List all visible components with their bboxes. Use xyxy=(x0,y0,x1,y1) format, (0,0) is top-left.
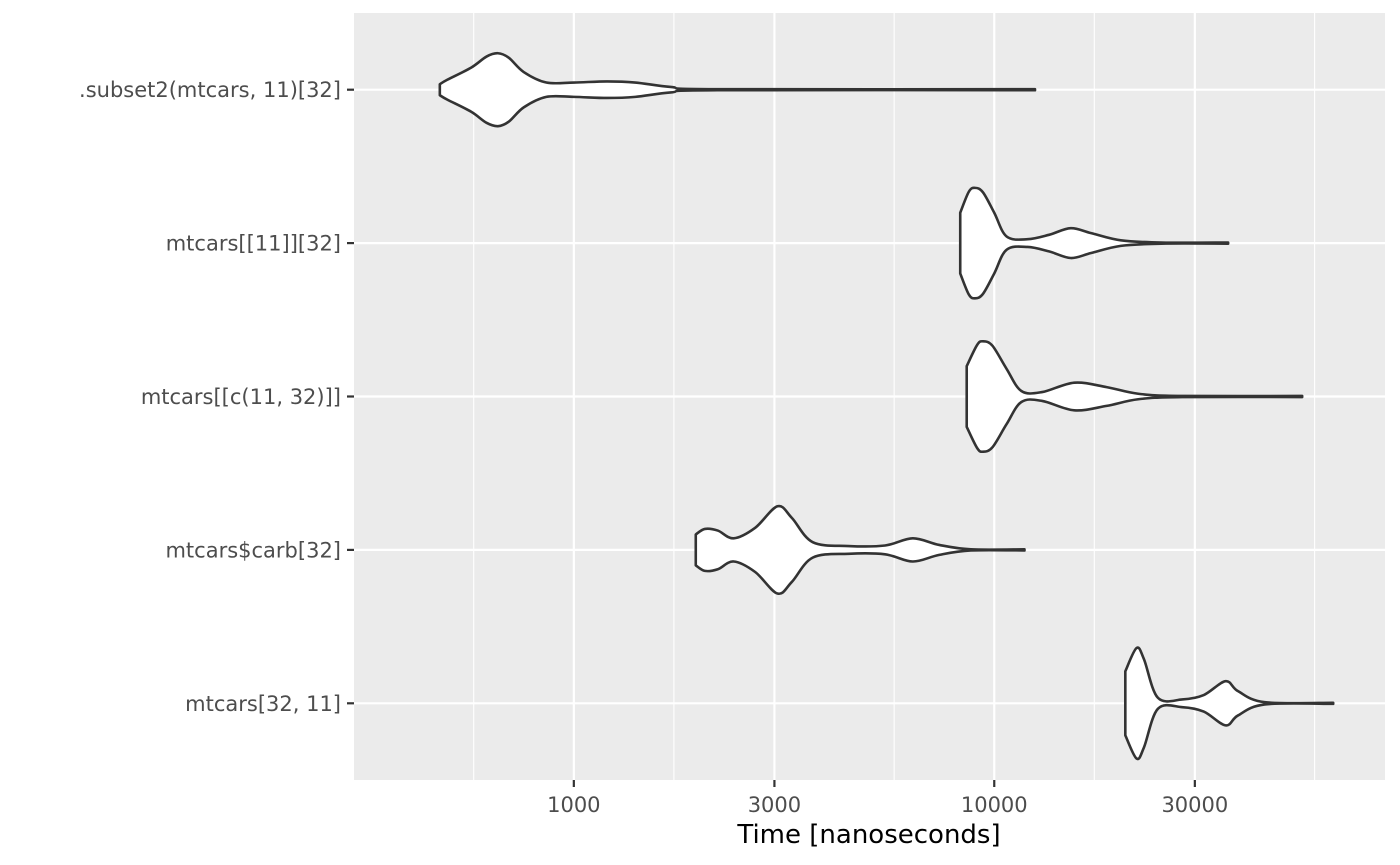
x-tick-label: 10000 xyxy=(961,793,1028,817)
violin-4 xyxy=(694,504,1026,596)
violin-3 xyxy=(965,339,1304,454)
x-tick-label: 1000 xyxy=(547,793,600,817)
violin-5 xyxy=(1124,646,1335,761)
y-tick-label: mtcars[[11]][32] xyxy=(166,232,341,256)
y-axis: .subset2(mtcars, 11)[32] mtcars[[11]][32]… xyxy=(79,78,354,716)
x-tick-label: 30000 xyxy=(1161,793,1228,817)
y-tick-label: mtcars$carb[32] xyxy=(165,538,341,562)
violin-2 xyxy=(958,186,1230,300)
x-axis: 1000 3000 10000 30000 xyxy=(547,780,1228,817)
x-tick-label: 3000 xyxy=(748,793,801,817)
y-tick-label: mtcars[32, 11] xyxy=(185,692,341,716)
y-tick-label: .subset2(mtcars, 11)[32] xyxy=(79,78,341,102)
violins xyxy=(438,51,1335,761)
violin-1 xyxy=(438,51,1037,128)
x-axis-title: Time [nanoseconds] xyxy=(736,820,1000,850)
y-tick-label: mtcars[[c(11, 32)]] xyxy=(141,385,341,409)
